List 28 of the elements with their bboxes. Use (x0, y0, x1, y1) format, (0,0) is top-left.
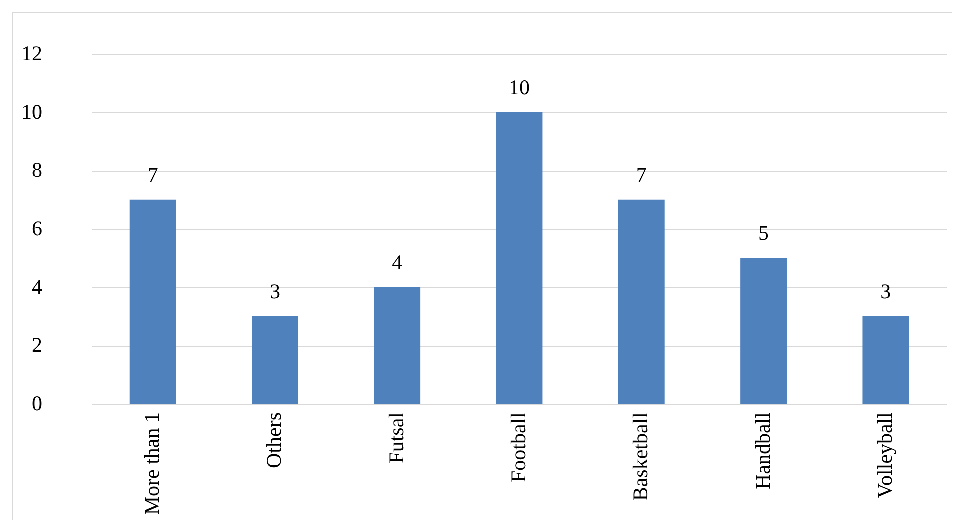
x-tick-label: More than 1 (140, 412, 164, 516)
x-tick-label: Handball (750, 412, 775, 490)
y-tick-label: 0 (32, 392, 42, 416)
x-tick-label: Basketball (628, 412, 653, 502)
bar (862, 316, 910, 404)
bar (740, 258, 787, 404)
data-label: 3 (270, 280, 280, 304)
y-tick-label: 12 (22, 42, 42, 66)
bar (496, 112, 543, 404)
x-tick-label: Football (506, 412, 530, 483)
data-label: 3 (880, 280, 892, 304)
data-label: 10 (509, 75, 530, 100)
x-tick-label: Others (262, 412, 286, 468)
x-tick-label: Volleyball (872, 412, 897, 498)
y-tick-label: 4 (32, 274, 43, 299)
bar (618, 200, 665, 404)
data-label: 7 (636, 162, 647, 187)
data-label: 7 (148, 162, 158, 187)
bar (130, 200, 176, 404)
y-tick-label: 8 (32, 158, 42, 182)
bar (252, 316, 298, 404)
y-tick-label: 2 (32, 333, 42, 358)
y-tick-label: 6 (32, 216, 42, 240)
y-tick-label: 10 (22, 100, 42, 124)
data-label: 4 (392, 250, 404, 274)
x-tick-label: Futsal (384, 412, 408, 464)
bar (374, 287, 421, 404)
data-label: 5 (758, 221, 770, 246)
